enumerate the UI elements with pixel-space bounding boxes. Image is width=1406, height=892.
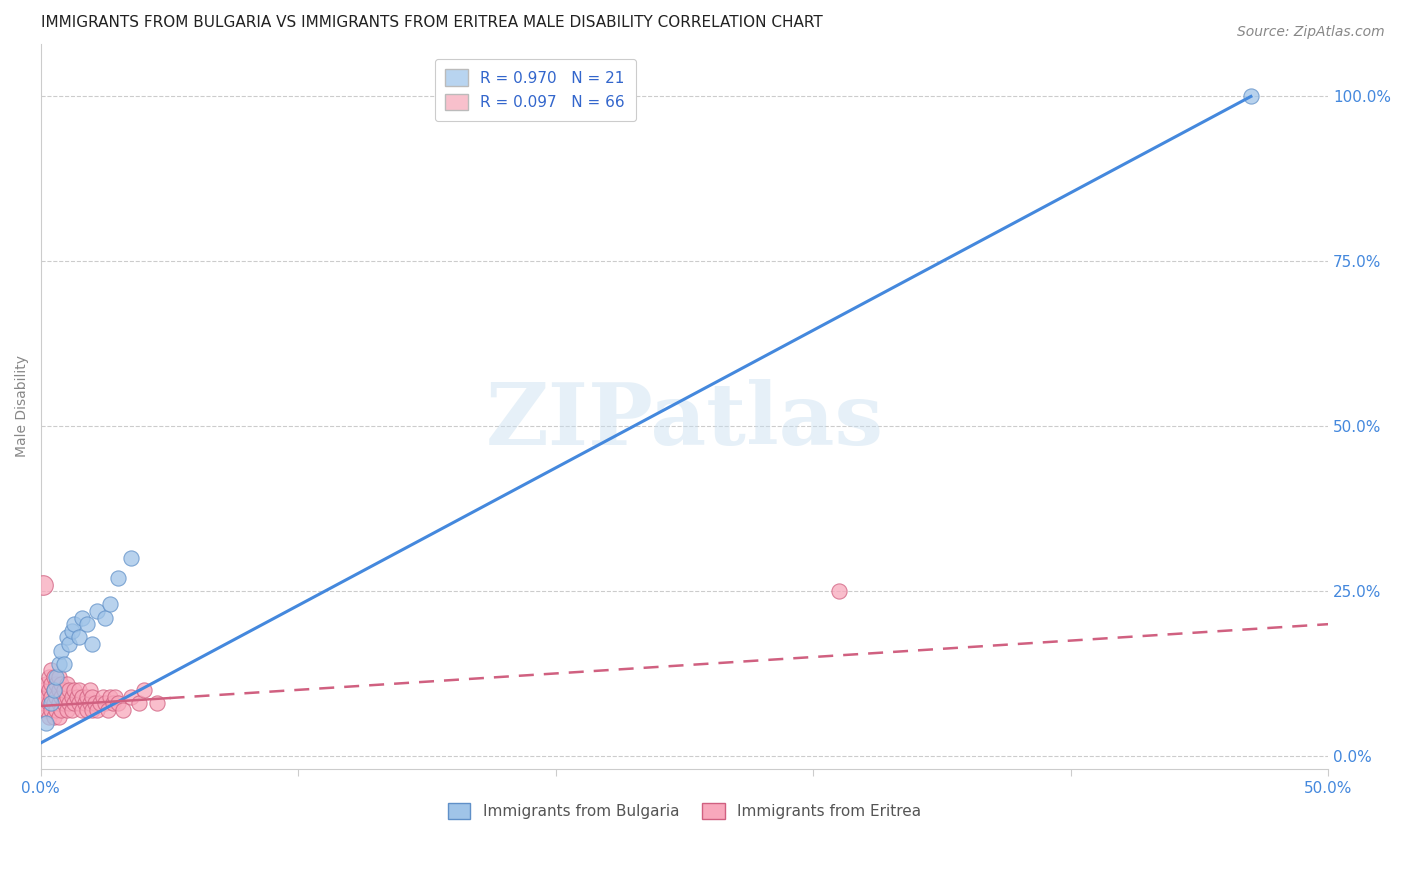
- Point: [107, 696, 129, 710]
- Point: [48, 696, 70, 710]
- Point: [32, 577, 55, 591]
- Point: [1240, 89, 1263, 103]
- Point: [38, 670, 60, 684]
- Point: [98, 690, 121, 704]
- Point: [39, 664, 62, 678]
- Point: [42, 696, 65, 710]
- Point: [42, 709, 65, 723]
- Point: [42, 670, 65, 684]
- Point: [38, 709, 60, 723]
- Point: [51, 703, 73, 717]
- Point: [53, 683, 76, 698]
- Text: Source: ZipAtlas.com: Source: ZipAtlas.com: [1237, 25, 1385, 39]
- Point: [35, 676, 58, 690]
- Point: [70, 690, 93, 704]
- Point: [107, 571, 129, 585]
- Point: [53, 696, 76, 710]
- Point: [79, 683, 101, 698]
- Point: [132, 683, 155, 698]
- Point: [35, 703, 58, 717]
- Point: [55, 676, 77, 690]
- Point: [39, 696, 62, 710]
- Point: [51, 676, 73, 690]
- Point: [38, 683, 60, 698]
- Point: [48, 670, 70, 684]
- Point: [89, 696, 111, 710]
- Point: [60, 703, 83, 717]
- Point: [86, 703, 108, 717]
- Point: [70, 610, 93, 624]
- Text: IMMIGRANTS FROM BULGARIA VS IMMIGRANTS FROM ERITREA MALE DISABILITY CORRELATION : IMMIGRANTS FROM BULGARIA VS IMMIGRANTS F…: [41, 15, 823, 30]
- Point: [828, 584, 851, 599]
- Point: [112, 703, 135, 717]
- Point: [82, 637, 104, 651]
- Point: [39, 703, 62, 717]
- Point: [45, 670, 67, 684]
- Point: [42, 683, 65, 698]
- Point: [58, 683, 80, 698]
- Y-axis label: Male Disability: Male Disability: [15, 356, 30, 458]
- Point: [45, 690, 67, 704]
- Point: [51, 643, 73, 657]
- Point: [94, 696, 117, 710]
- Point: [82, 703, 104, 717]
- Legend: Immigrants from Bulgaria, Immigrants from Eritrea: Immigrants from Bulgaria, Immigrants fro…: [440, 795, 929, 827]
- Point: [38, 696, 60, 710]
- Point: [32, 683, 55, 698]
- Point: [60, 690, 83, 704]
- Point: [104, 690, 127, 704]
- Point: [67, 683, 90, 698]
- Point: [53, 657, 76, 671]
- Point: [32, 696, 55, 710]
- Point: [58, 637, 80, 651]
- Text: ZIPatlas: ZIPatlas: [485, 379, 883, 463]
- Point: [42, 683, 65, 698]
- Point: [35, 690, 58, 704]
- Point: [70, 703, 93, 717]
- Point: [101, 696, 124, 710]
- Point: [86, 604, 108, 618]
- Point: [98, 598, 121, 612]
- Point: [97, 703, 120, 717]
- Point: [55, 703, 77, 717]
- Point: [39, 690, 62, 704]
- Point: [120, 551, 142, 566]
- Point: [67, 631, 90, 645]
- Point: [51, 690, 73, 704]
- Point: [63, 617, 86, 632]
- Point: [76, 690, 98, 704]
- Point: [83, 696, 105, 710]
- Point: [45, 676, 67, 690]
- Point: [58, 696, 80, 710]
- Point: [60, 624, 83, 638]
- Point: [48, 709, 70, 723]
- Point: [55, 631, 77, 645]
- Point: [63, 696, 86, 710]
- Point: [35, 716, 58, 731]
- Point: [45, 703, 67, 717]
- Point: [66, 690, 89, 704]
- Point: [48, 657, 70, 671]
- Point: [63, 683, 86, 698]
- Point: [128, 696, 150, 710]
- Point: [76, 617, 98, 632]
- Point: [55, 690, 77, 704]
- Point: [76, 703, 98, 717]
- Point: [79, 696, 101, 710]
- Point: [73, 696, 96, 710]
- Point: [145, 696, 167, 710]
- Point: [67, 696, 90, 710]
- Point: [48, 683, 70, 698]
- Point: [82, 690, 104, 704]
- Point: [91, 690, 114, 704]
- Point: [39, 676, 62, 690]
- Point: [120, 690, 142, 704]
- Point: [94, 610, 117, 624]
